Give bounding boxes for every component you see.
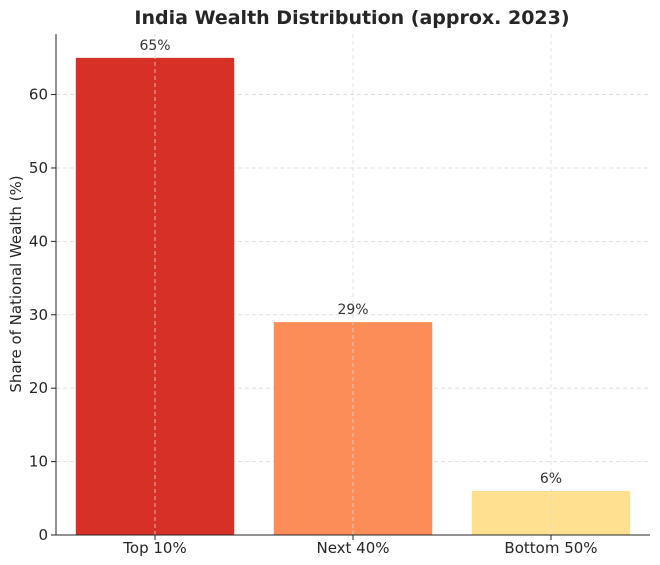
y-axis-label: Share of National Wealth (%) (7, 175, 25, 392)
y-tick-label: 20 (29, 379, 48, 397)
x-tick-label: Next 40% (316, 539, 389, 557)
y-tick-label: 60 (29, 86, 48, 104)
bar-value-label: 6% (540, 471, 562, 487)
y-tick-label: 10 (29, 453, 48, 471)
x-tick-label: Top 10% (122, 539, 186, 557)
x-tick-label: Bottom 50% (504, 539, 597, 557)
y-tick-label: 50 (29, 159, 48, 177)
axes: 0 10 20 30 40 50 60 Top 10% Next 40% Bottom 50% (29, 34, 650, 557)
bar-value-label: 29% (337, 302, 368, 318)
y-tick-label: 30 (29, 306, 48, 324)
bar-value-label: 65% (139, 38, 170, 54)
y-tick-label: 40 (29, 232, 48, 250)
chart-title: India Wealth Distribution (approx. 2023) (134, 7, 569, 29)
data-labels: 65% 29% 6% (139, 38, 562, 487)
y-tick-label: 0 (38, 526, 48, 544)
